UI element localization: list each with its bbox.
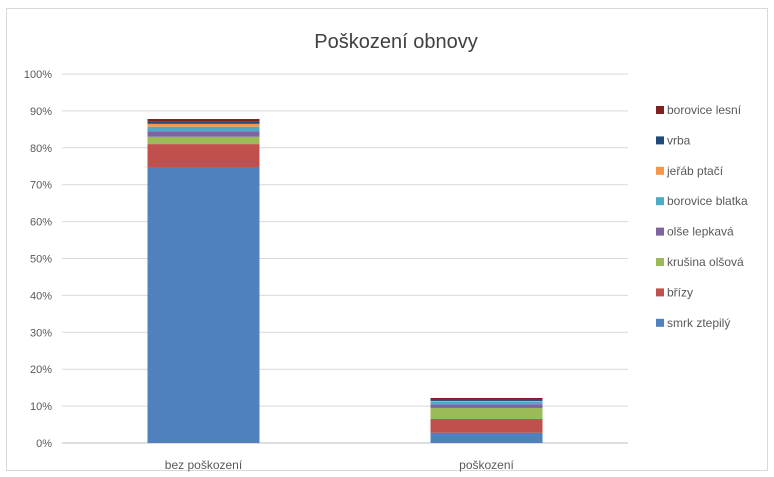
bar-segment <box>147 144 260 167</box>
y-tick-label: 0% <box>36 438 52 450</box>
bar-segment <box>430 404 543 408</box>
x-category-label: poškození <box>459 458 514 472</box>
bar-segment <box>430 397 543 400</box>
legend-label: krušina olšová <box>667 255 744 269</box>
legend-swatch <box>656 166 664 175</box>
y-tick-label: 20% <box>30 364 52 376</box>
legend-label: jeřáb ptačí <box>666 164 724 178</box>
legend-swatch <box>656 318 664 327</box>
legend-swatch <box>656 288 664 297</box>
legend-item: smrk ztepilý <box>656 316 730 330</box>
legend-item: olše lepkavá <box>656 225 734 239</box>
legend: borovice lesní vrba jeřáb ptačí borovice bl… <box>656 103 748 330</box>
legend-item: krušina olšová <box>656 255 744 269</box>
x-axis-category-labels: bez poškození poškození <box>165 458 515 472</box>
y-tick-label: 70% <box>30 180 52 192</box>
bar-segment <box>430 407 543 420</box>
legend-item: břízy <box>656 285 693 299</box>
y-tick-label: 50% <box>30 254 52 266</box>
x-category-label: bez poškození <box>165 458 243 472</box>
y-tick-label: 10% <box>30 401 52 413</box>
legend-item: borovice blatka <box>656 194 748 208</box>
legend-swatch <box>656 197 664 206</box>
legend-label: borovice lesní <box>667 103 742 117</box>
bar-segment <box>430 419 543 433</box>
y-tick-label: 30% <box>30 327 52 339</box>
bar-segment <box>147 166 260 443</box>
legend-swatch <box>656 258 664 266</box>
bar-segment <box>430 401 543 405</box>
legend-label: břízy <box>667 285 693 299</box>
chart-title: Poškození obnovy <box>314 31 477 53</box>
legend-item: vrba <box>656 133 691 147</box>
legend-swatch <box>656 106 664 114</box>
bar-segment <box>147 136 260 145</box>
bar-segment <box>430 399 543 401</box>
legend-label: borovice blatka <box>667 194 748 208</box>
bar-segment <box>147 131 260 137</box>
y-tick-label: 90% <box>30 106 52 118</box>
legend-item: borovice lesní <box>656 103 742 117</box>
bar-segment <box>147 121 260 124</box>
y-tick-label: 100% <box>24 69 52 81</box>
bar-segment <box>147 123 260 127</box>
bar-segment <box>147 119 260 122</box>
legend-swatch <box>656 136 664 145</box>
legend-swatch <box>656 227 664 236</box>
bars <box>147 119 543 443</box>
bar-segment <box>430 400 543 402</box>
legend-label: vrba <box>667 133 691 147</box>
legend-label: smrk ztepilý <box>667 316 730 330</box>
y-axis-tick-labels: 0% 10% 20% 30% 40% 50% 60% 70% 80% 90% 100% <box>24 69 52 450</box>
legend-label: olše lepkavá <box>667 225 734 239</box>
bar-segment <box>147 126 260 132</box>
y-tick-label: 60% <box>30 217 52 229</box>
y-tick-label: 40% <box>30 290 52 302</box>
y-tick-label: 80% <box>30 143 52 155</box>
legend-item: jeřáb ptačí <box>656 164 724 178</box>
bar-segment <box>430 432 543 443</box>
chart-frame <box>6 8 768 471</box>
gridlines <box>62 73 628 444</box>
